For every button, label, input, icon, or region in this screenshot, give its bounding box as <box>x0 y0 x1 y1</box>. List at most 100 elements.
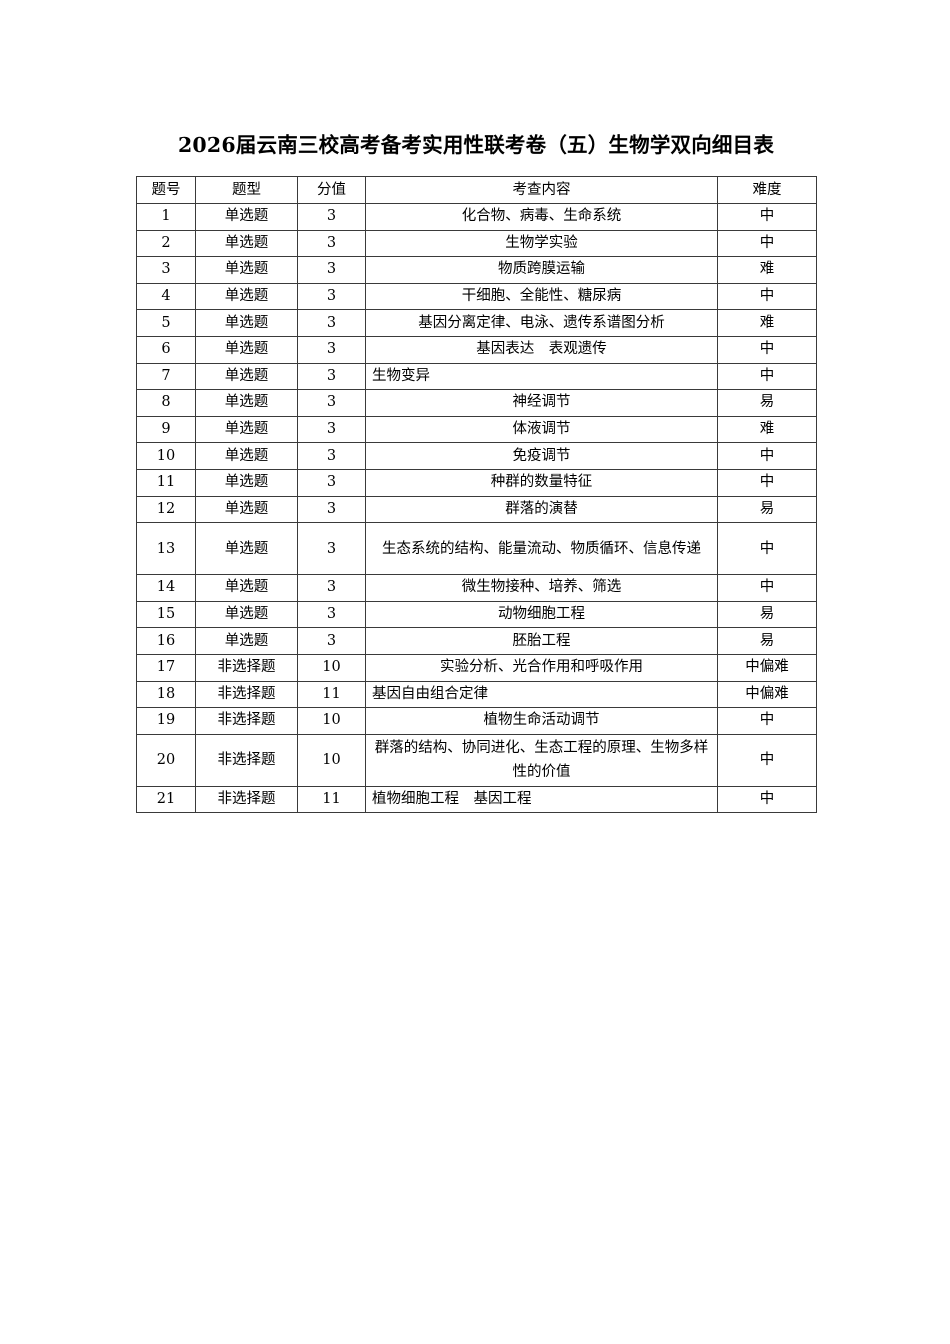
table-row: 8 单选题 3 神经调节易 <box>136 389 817 417</box>
table-row: 18 非选择题 11 基因自由组合定律 中偏难 <box>136 680 817 709</box>
table-row: 16 单选题 3 胚胎工程易 <box>136 627 817 655</box>
cell-difficulty: 中 <box>717 229 817 258</box>
table-row: 12 单选题 3 群落的演替易 <box>136 495 817 524</box>
cell-score: 3 <box>297 415 366 444</box>
cell-content: 干细胞、全能性、糖尿病 <box>365 282 718 311</box>
cell-question-type: 单选题 <box>195 362 298 391</box>
cell-score: 3 <box>297 627 366 655</box>
cell-score: 10 <box>297 653 366 682</box>
table-row: 10 单选题 3 免疫调节中 <box>136 442 817 470</box>
cell-difficulty: 中 <box>717 442 817 470</box>
table-row: 14 单选题 3 微生物接种、培养、筛选中 <box>136 574 817 602</box>
cell-question-type: 单选题 <box>195 600 298 629</box>
cell-score: 11 <box>297 680 366 709</box>
cell-question-type: 非选择题 <box>195 785 298 814</box>
table-row: 20 非选择题 10 群落的结构、协同进化、生态工程的原理、生物多样性的价值中 <box>136 733 817 787</box>
cell-question-type: 单选题 <box>195 495 298 524</box>
cell-difficulty: 中 <box>717 574 817 602</box>
cell-difficulty: 易 <box>717 600 817 629</box>
cell-content: 实验分析、光合作用和呼吸作用 <box>365 653 718 682</box>
cell-content: 生态系统的结构、能量流动、物质循环、信息传递 <box>365 522 718 576</box>
cell-score: 3 <box>297 522 366 576</box>
cell-score: 3 <box>297 309 366 337</box>
cell-question-type: 单选题 <box>195 415 298 444</box>
cell-question-type: 单选题 <box>195 335 298 364</box>
table-row: 7 单选题 3 生物变异中 <box>136 362 817 391</box>
table-row: 3 单选题 3 物质跨膜运输难 <box>136 256 817 284</box>
cell-difficulty: 中偏难 <box>717 680 817 709</box>
cell-difficulty: 中 <box>717 203 817 231</box>
cell-content: 物质跨膜运输 <box>365 256 718 284</box>
table-body: 1 单选题 3 化合物、病毒、生命系统中 2 单选题 3 生物学实验中 3 单选题 3 物质跨膜运输难… <box>136 203 817 814</box>
cell-score: 3 <box>297 600 366 629</box>
cell-content: 胚胎工程 <box>365 627 718 655</box>
cell-difficulty: 难 <box>717 256 817 284</box>
cell-question-type: 单选题 <box>195 468 298 497</box>
cell-question-type: 单选题 <box>195 442 298 470</box>
cell-question-type: 单选题 <box>195 574 298 602</box>
cell-score: 3 <box>297 229 366 258</box>
cell-difficulty: 中偏难 <box>717 653 817 682</box>
cell-question-type: 单选题 <box>195 627 298 655</box>
table-row: 4 单选题 3 干细胞、全能性、糖尿病中 <box>136 282 817 311</box>
column-header-difficulty: 难度 <box>717 176 817 204</box>
cell-difficulty: 中 <box>717 733 817 787</box>
cell-difficulty: 易 <box>717 495 817 524</box>
cell-score: 3 <box>297 203 366 231</box>
table-row: 11 单选题 3 种群的数量特征中 <box>136 468 817 497</box>
cell-question-type: 单选题 <box>195 522 298 576</box>
table-row: 5 单选题 3 基因分离定律、电泳、遗传系谱图分析难 <box>136 309 817 337</box>
cell-content: 神经调节 <box>365 389 718 417</box>
table-row: 6 单选题 3 基因表达 表观遗传中 <box>136 335 817 364</box>
cell-difficulty: 难 <box>717 309 817 337</box>
cell-content: 基因表达 表观遗传 <box>365 335 718 364</box>
table-row: 17 非选择题 10 实验分析、光合作用和呼吸作用 中偏难 <box>136 653 817 682</box>
cell-content: 体液调节 <box>365 415 718 444</box>
cell-content: 群落的结构、协同进化、生态工程的原理、生物多样性的价值 <box>365 733 718 787</box>
cell-score: 3 <box>297 442 366 470</box>
cell-question-type: 非选择题 <box>195 680 298 709</box>
table-row: 1 单选题 3 化合物、病毒、生命系统中 <box>136 203 817 231</box>
cell-question-number: 13 <box>136 522 196 576</box>
cell-content: 植物细胞工程 基因工程 <box>365 785 718 814</box>
cell-question-type: 单选题 <box>195 389 298 417</box>
column-header-content: 考查内容 <box>365 176 718 204</box>
cell-question-number: 9 <box>136 415 196 444</box>
cell-score: 3 <box>297 389 366 417</box>
table-row: 15 单选题 3 动物细胞工程易 <box>136 600 817 629</box>
table-row: 21 非选择题 11 植物细胞工程 基因工程中 <box>136 785 817 814</box>
cell-question-number: 6 <box>136 335 196 364</box>
column-header-score: 分值 <box>297 176 366 204</box>
column-header-question-number: 题号 <box>136 176 196 204</box>
cell-question-type: 非选择题 <box>195 707 298 735</box>
cell-difficulty: 中 <box>717 362 817 391</box>
cell-difficulty: 中 <box>717 468 817 497</box>
cell-question-number: 21 <box>136 785 196 814</box>
column-header-question-type: 题型 <box>195 176 298 204</box>
cell-question-number: 12 <box>136 495 196 524</box>
cell-score: 3 <box>297 495 366 524</box>
cell-content: 基因分离定律、电泳、遗传系谱图分析 <box>365 309 718 337</box>
cell-question-number: 1 <box>136 203 196 231</box>
cell-question-number: 15 <box>136 600 196 629</box>
cell-question-number: 8 <box>136 389 196 417</box>
table-row: 13 单选题 3 生态系统的结构、能量流动、物质循环、信息传递中 <box>136 522 817 576</box>
cell-score: 3 <box>297 256 366 284</box>
cell-question-number: 19 <box>136 707 196 735</box>
cell-question-type: 单选题 <box>195 203 298 231</box>
cell-content: 免疫调节 <box>365 442 718 470</box>
cell-question-type: 单选题 <box>195 309 298 337</box>
cell-question-number: 11 <box>136 468 196 497</box>
table-row: 9 单选题 3 体液调节难 <box>136 415 817 444</box>
cell-question-type: 非选择题 <box>195 733 298 787</box>
cell-content: 种群的数量特征 <box>365 468 718 497</box>
cell-score: 10 <box>297 707 366 735</box>
cell-question-number: 20 <box>136 733 196 787</box>
cell-question-type: 单选题 <box>195 256 298 284</box>
table-row: 19 非选择题 10 植物生命活动调节中 <box>136 707 817 735</box>
cell-content: 生物变异 <box>365 362 718 391</box>
cell-question-type: 单选题 <box>195 229 298 258</box>
cell-question-number: 14 <box>136 574 196 602</box>
cell-score: 3 <box>297 468 366 497</box>
